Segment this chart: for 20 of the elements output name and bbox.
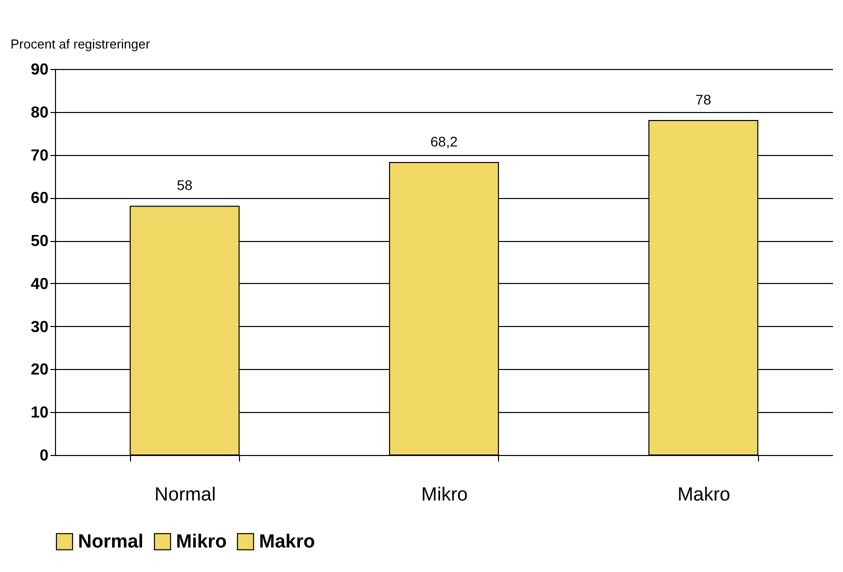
y-tick-label: 10 <box>30 404 49 422</box>
data-label: 68,2 <box>430 134 458 150</box>
y-tick-label: 0 <box>40 448 49 464</box>
legend-label: Normal <box>78 532 144 553</box>
x-tick-label: Normal <box>154 484 216 506</box>
y-tick-label: 20 <box>30 362 49 379</box>
y-tick-label: 90 <box>30 62 49 78</box>
x-tick-label: Mikro <box>421 484 468 506</box>
legend-label: Makro <box>259 532 315 553</box>
data-label: 78 <box>696 91 712 108</box>
legend-label: Mikro <box>176 532 227 553</box>
y-tick-label: 30 <box>30 318 49 336</box>
y-axis-title: Procent af registreringer <box>10 36 151 52</box>
y-tick-label: 70 <box>30 147 49 164</box>
y-tick-label: 40 <box>30 276 49 293</box>
x-tick-label: Makro <box>677 484 730 506</box>
data-label: 58 <box>176 177 193 194</box>
y-tick-label: 50 <box>30 233 49 250</box>
y-tick-label: 60 <box>30 190 49 208</box>
y-tick-label: 80 <box>30 104 49 122</box>
